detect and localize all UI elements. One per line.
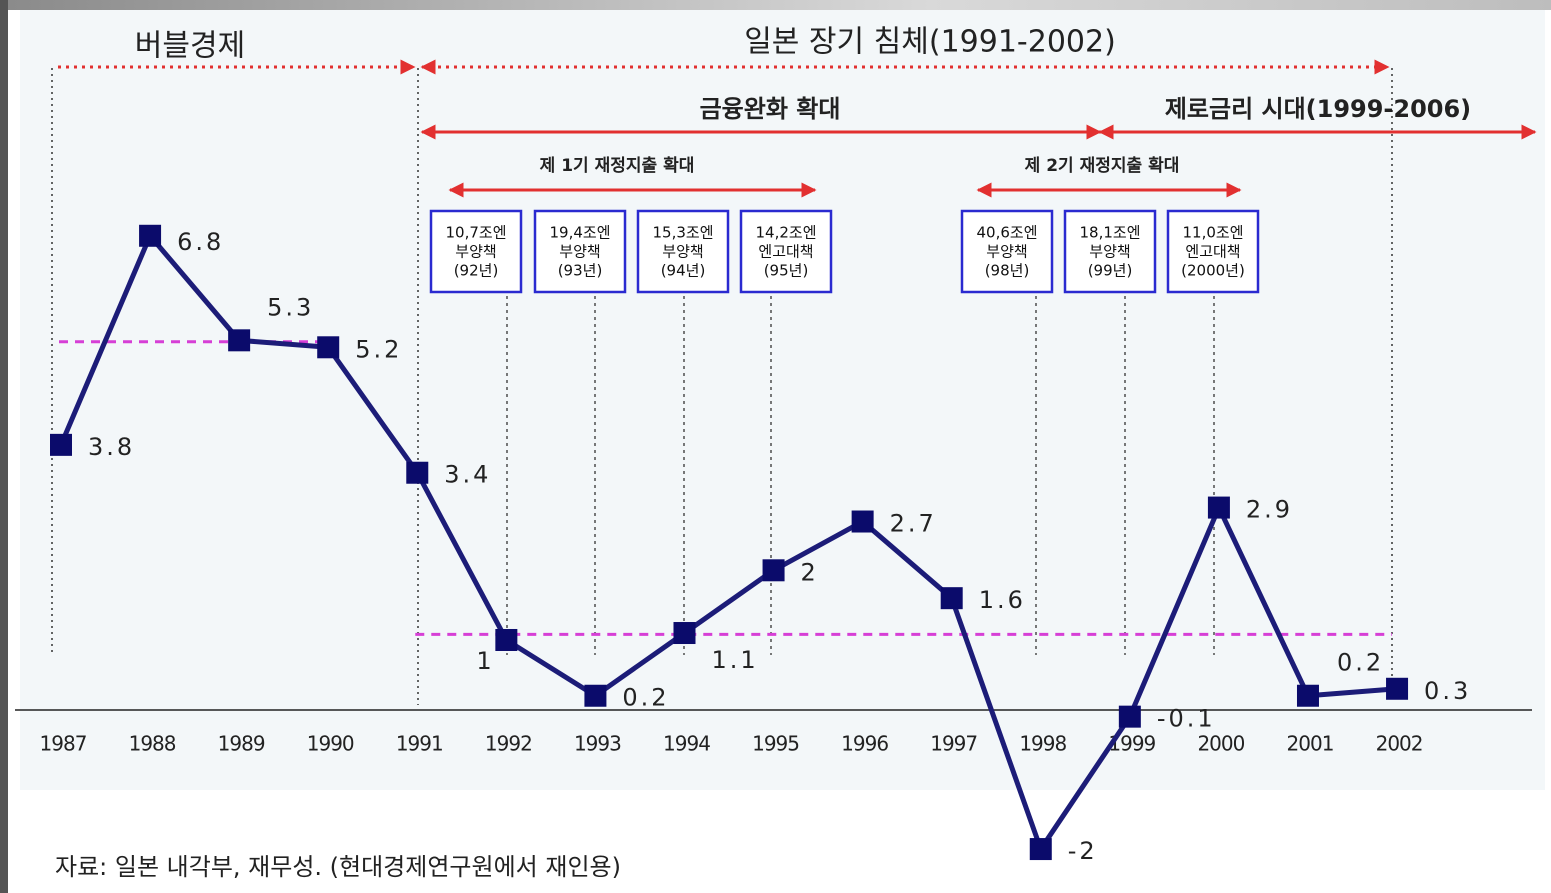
x-tick-label: 1988 <box>129 732 176 756</box>
package-frame <box>1166 209 1260 294</box>
point-marker <box>317 336 340 359</box>
easing-label: 금융완화 확대 <box>700 95 841 123</box>
data-label: -0.1 <box>1157 705 1216 733</box>
data-label: 5.2 <box>355 335 402 363</box>
data-label: 2 <box>801 558 819 586</box>
point-marker <box>50 433 72 456</box>
package-text: 부양책 <box>986 243 1027 261</box>
data-label: 6.8 <box>177 228 224 256</box>
point-marker <box>673 622 696 645</box>
x-tick-label: 1987 <box>40 732 87 756</box>
data-label: 3.4 <box>444 461 491 489</box>
package-text: 15,3조엔 <box>653 224 714 242</box>
chart-title: 일본 장기 침체(1991-2002) <box>744 25 1116 60</box>
package-frame <box>960 209 1054 294</box>
point-marker <box>495 628 518 651</box>
package-text: 엔고대책 <box>758 243 813 261</box>
x-tick-label: 1996 <box>841 732 888 756</box>
package-text: (94년) <box>661 262 706 280</box>
bubble-label: 버블경제 <box>135 29 245 64</box>
source-note: 자료: 일본 내각부, 재무성. (현대경제연구원에서 재인용) <box>55 853 621 881</box>
x-tick-label: 1995 <box>752 732 799 756</box>
package-frame <box>1063 209 1157 294</box>
point-marker <box>139 224 162 247</box>
point-marker <box>406 461 429 484</box>
fiscal-2-label: 제 2기 재정지출 확대 <box>1025 156 1180 176</box>
x-tick-label: 1991 <box>396 732 443 756</box>
package-frame <box>739 209 833 294</box>
data-label: 1 <box>476 647 494 675</box>
point-marker <box>1207 496 1230 519</box>
package-text: 부양책 <box>455 243 496 261</box>
x-tick-label: 1989 <box>218 732 265 756</box>
package-text: 14,2조엔 <box>756 224 817 242</box>
package-text: (95년) <box>764 262 809 280</box>
data-label: 0.2 <box>622 684 669 712</box>
point-marker <box>584 684 607 707</box>
left-edge <box>0 0 8 893</box>
point-marker <box>1118 705 1141 728</box>
package-text: (99년) <box>1088 262 1133 280</box>
data-label: 0.3 <box>1424 677 1471 705</box>
package-text: (92년) <box>454 262 499 280</box>
package-frame <box>533 209 627 294</box>
package-text: (2000년) <box>1181 262 1245 280</box>
x-tick-label: 2000 <box>1197 732 1244 756</box>
x-tick-label: 2002 <box>1376 732 1423 756</box>
data-label: -2 <box>1068 837 1098 865</box>
package-text: 11,0조엔 <box>1183 224 1244 242</box>
package-text: 40,6조엔 <box>977 224 1038 242</box>
package-text: 18,1조엔 <box>1080 224 1141 242</box>
data-label: 2.9 <box>1246 496 1293 524</box>
zero-rate-label: 제로금리 시대(1999-2006) <box>1165 95 1471 123</box>
x-tick-label: 2001 <box>1287 732 1334 756</box>
package-text: 부양책 <box>662 243 703 261</box>
data-label: 5.3 <box>267 293 314 321</box>
package-frame <box>429 209 523 294</box>
x-tick-label: 1994 <box>663 732 710 756</box>
point-marker <box>1296 684 1319 707</box>
period-arrows <box>58 59 1537 198</box>
package-text: 10,7조엔 <box>446 224 507 242</box>
data-label: 3.8 <box>88 433 135 461</box>
package-text: 엔고대책 <box>1185 243 1240 261</box>
data-label: 1.1 <box>711 646 758 674</box>
plot-background <box>20 10 1545 790</box>
point-marker <box>228 329 251 352</box>
x-tick-label: 1990 <box>307 732 354 756</box>
package-text: (93년) <box>558 262 603 280</box>
point-marker <box>762 559 785 582</box>
period-guides <box>51 68 1393 705</box>
x-tick-label: 1993 <box>574 732 621 756</box>
data-label: 2.7 <box>890 510 937 538</box>
x-tick-label: 1992 <box>485 732 532 756</box>
fiscal-1-label: 제 1기 재정지출 확대 <box>540 156 695 176</box>
package-text: 부양책 <box>1089 243 1130 261</box>
data-label: 0.2 <box>1337 649 1384 677</box>
point-marker <box>1029 838 1052 861</box>
x-tick-label: 1997 <box>930 732 977 756</box>
package-text: 19,4조엔 <box>550 224 611 242</box>
point-marker <box>851 510 874 533</box>
point-marker <box>1386 677 1409 700</box>
package-frame <box>636 209 730 294</box>
top-bar <box>0 0 1551 10</box>
data-label: 1.6 <box>979 586 1026 614</box>
package-text: 부양책 <box>559 243 600 261</box>
package-text: (98년) <box>985 262 1030 280</box>
series-line <box>58 233 1398 852</box>
point-marker <box>940 587 963 610</box>
x-tick-label: 1998 <box>1019 732 1066 756</box>
